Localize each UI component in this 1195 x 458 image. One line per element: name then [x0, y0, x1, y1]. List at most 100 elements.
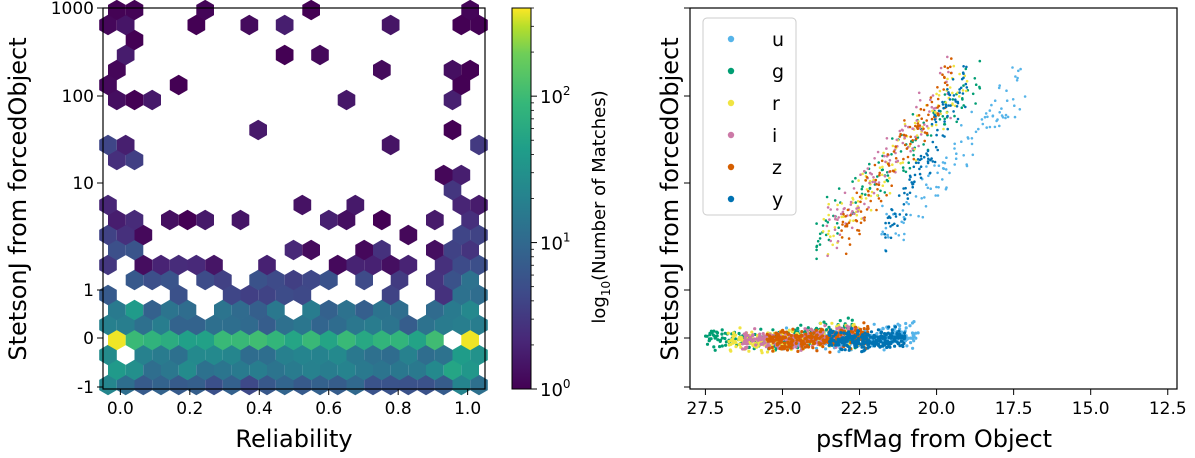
scatter-point-u [1000, 107, 1003, 110]
scatter-point-z [909, 142, 912, 146]
scatter-point-y [917, 161, 920, 165]
scatter-point-z [878, 171, 881, 175]
scatter-point-g [705, 342, 710, 346]
hex-bin [108, 149, 126, 171]
scatter-point-y [840, 336, 844, 340]
scatter-point-i [751, 333, 755, 337]
hex-bin [267, 359, 285, 381]
hex-bin [205, 314, 223, 336]
legend-frame [702, 17, 797, 216]
hexbin-frame [102, 7, 486, 390]
hex-bin [390, 269, 409, 291]
hex-bin [452, 14, 471, 36]
scatter-point-z [930, 100, 934, 104]
scatter-point-r [729, 349, 733, 353]
scatter-point-g [825, 195, 829, 199]
hex-bin [399, 224, 418, 246]
hex-bin [381, 314, 400, 336]
hexbin-x-tick-label: 0.6 [315, 399, 342, 419]
hex-bin [373, 59, 391, 81]
hex-bin [134, 344, 153, 366]
scatter-point-r [934, 123, 938, 127]
hex-bin [470, 224, 488, 246]
hex-bin [426, 359, 444, 381]
scatter-point-z [949, 71, 953, 75]
hex-bin [470, 254, 488, 276]
scatter-point-y [864, 335, 868, 339]
scatter-point-i [855, 207, 858, 210]
scatter-point-i [871, 180, 874, 184]
scatter-point-z [863, 216, 866, 219]
scatter-point-i [904, 124, 907, 128]
hexbin-x-ticks: 0.0 0.2 0.4 0.6 0.8 1.0 [107, 389, 481, 419]
scatter-point-u [927, 174, 930, 178]
scatter-point-r [891, 163, 894, 166]
scatter-point-z [800, 333, 804, 338]
hex-bin [108, 59, 126, 81]
scatter-point-r [861, 172, 864, 176]
scatter-point-u [1014, 75, 1017, 78]
scatter-point-u [898, 324, 902, 328]
scatter-point-z [771, 349, 775, 353]
scatter-point-r [855, 213, 859, 217]
scatter-point-g [712, 345, 716, 349]
scatter-point-y [901, 344, 905, 349]
scatter-point-z [923, 131, 927, 134]
hexbin-x-tick-label: 0.8 [385, 399, 412, 419]
hex-bin [381, 374, 400, 396]
hex-bin [231, 329, 250, 351]
scatter-point-z [814, 336, 818, 340]
scatter-point-z [888, 170, 892, 173]
scatter-point-r [740, 338, 744, 342]
scatter-point-r [864, 197, 868, 200]
scatter-point-y [889, 236, 893, 240]
scatter-point-z [765, 337, 769, 341]
scatter-point-r [827, 213, 830, 217]
scatter-point-i [872, 176, 875, 179]
scatter-point-y [883, 232, 887, 236]
legend-label-g: g [772, 61, 784, 83]
scatter-point-z [787, 337, 791, 341]
hex-bin [337, 209, 356, 231]
scatter-point-g [964, 67, 968, 71]
hexbin-y-tick-label: 10 [72, 174, 94, 194]
scatter-point-z [950, 57, 953, 60]
scatter-point-u [991, 114, 995, 118]
hex-bin [355, 239, 373, 261]
scatter-point-u [1017, 69, 1020, 73]
scatter-point-y [934, 145, 938, 149]
hexbin-y-tick-label: 0 [83, 329, 94, 349]
hex-bin [328, 344, 347, 366]
scatter-point-g [868, 186, 872, 190]
scatter-point-z [926, 103, 929, 107]
scatter-point-r [827, 229, 831, 233]
scatter-point-y [919, 154, 923, 158]
scatter-point-r [836, 203, 839, 207]
hex-bin [161, 299, 179, 321]
scatter-point-g [904, 170, 908, 174]
scatter-point-r [737, 343, 741, 347]
scatter-point-z [887, 164, 891, 167]
hex-bin [143, 359, 161, 381]
scatter-point-u [998, 111, 1001, 114]
hex-bin [408, 359, 426, 381]
hex-bin [125, 329, 144, 351]
scatter-point-y [857, 342, 861, 346]
scatter-point-r [869, 194, 873, 198]
hex-bin [355, 329, 373, 351]
scatter-point-g [877, 161, 880, 164]
scatter-point-u [1016, 76, 1019, 80]
scatter-point-u [937, 186, 940, 189]
hex-bin [434, 164, 453, 186]
scatter-point-u [881, 204, 884, 208]
scatter-point-z [875, 208, 878, 212]
scatter-point-g [712, 329, 716, 333]
scatter-point-g [826, 221, 830, 224]
scatter-point-g [962, 84, 965, 87]
hex-bin [443, 239, 462, 261]
hex-bin [293, 194, 312, 216]
scatter-point-y [878, 345, 882, 349]
scatter-point-u [960, 124, 963, 127]
hex-bin [205, 374, 223, 396]
scatter-point-y [892, 337, 896, 341]
